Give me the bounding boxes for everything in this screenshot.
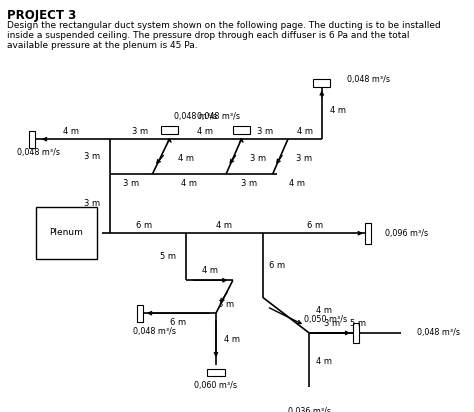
Text: 3 m: 3 m xyxy=(123,179,139,188)
Bar xyxy=(233,126,250,133)
Text: Design the rectangular duct system shown on the following page. The ducting is t: Design the rectangular duct system shown… xyxy=(7,21,440,30)
Text: 0,050 m³/s: 0,050 m³/s xyxy=(304,315,347,324)
Text: 4 m: 4 m xyxy=(330,106,346,115)
Text: 4 m: 4 m xyxy=(181,179,197,188)
Bar xyxy=(29,131,35,147)
Text: 3 m: 3 m xyxy=(241,179,257,188)
Text: 3 m: 3 m xyxy=(218,300,234,309)
Text: 4 m: 4 m xyxy=(197,127,213,136)
Text: 0,048 m³/s: 0,048 m³/s xyxy=(347,75,390,84)
Bar xyxy=(207,369,225,376)
Text: 5 m: 5 m xyxy=(350,319,366,328)
Text: 4 m: 4 m xyxy=(201,267,218,275)
Text: 4 m: 4 m xyxy=(178,154,194,162)
Text: available pressure at the plenum is 45 Pa.: available pressure at the plenum is 45 P… xyxy=(7,41,197,50)
Text: 0,048 m³/s: 0,048 m³/s xyxy=(173,112,217,121)
Text: 3 m: 3 m xyxy=(84,199,100,208)
Text: 3 m: 3 m xyxy=(324,319,340,328)
Text: 4 m: 4 m xyxy=(63,127,79,136)
Text: 0,048 m³/s: 0,048 m³/s xyxy=(197,112,240,121)
Text: 4 m: 4 m xyxy=(224,335,240,344)
Bar xyxy=(365,223,371,243)
Text: 4 m: 4 m xyxy=(316,357,332,365)
Bar xyxy=(403,323,410,343)
Text: 6 m: 6 m xyxy=(269,261,285,270)
Text: 3 m: 3 m xyxy=(84,152,100,161)
Text: 3 m: 3 m xyxy=(296,154,312,162)
Text: 5 m: 5 m xyxy=(160,252,176,261)
Bar xyxy=(353,323,359,343)
Bar xyxy=(300,393,319,400)
Text: 0,048 m³/s: 0,048 m³/s xyxy=(133,328,176,337)
Text: 4 m: 4 m xyxy=(316,306,332,315)
Text: 6 m: 6 m xyxy=(307,221,324,230)
Text: 6 m: 6 m xyxy=(136,221,152,230)
Bar xyxy=(161,126,178,133)
Text: inside a suspended ceiling. The pressure drop through each diffuser is 6 Pa and : inside a suspended ceiling. The pressure… xyxy=(7,31,409,40)
Text: PROJECT 3: PROJECT 3 xyxy=(7,9,76,22)
Text: 4 m: 4 m xyxy=(289,179,305,188)
Bar xyxy=(137,305,143,322)
Bar xyxy=(313,79,330,87)
Bar xyxy=(36,207,97,259)
Text: 4 m: 4 m xyxy=(297,127,313,136)
Text: 3 m: 3 m xyxy=(256,127,273,136)
Text: 3 m: 3 m xyxy=(250,154,266,162)
Text: 4 m: 4 m xyxy=(217,221,232,230)
Text: 0,048 m³/s: 0,048 m³/s xyxy=(17,148,60,157)
Text: 3 m: 3 m xyxy=(132,127,148,136)
Text: 0,048 m³/s: 0,048 m³/s xyxy=(417,328,460,337)
Text: 0,060 m³/s: 0,060 m³/s xyxy=(194,381,237,390)
Text: 0,096 m³/s: 0,096 m³/s xyxy=(385,229,428,238)
Text: Plenum: Plenum xyxy=(49,228,83,237)
Text: 0,036 m³/s: 0,036 m³/s xyxy=(288,407,330,412)
Text: 6 m: 6 m xyxy=(170,318,186,327)
